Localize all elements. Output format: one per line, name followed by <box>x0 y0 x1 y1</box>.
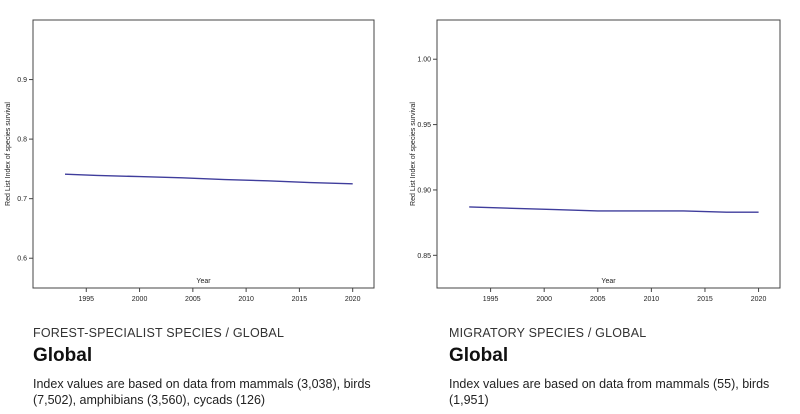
x-axis-label: Year <box>196 278 211 285</box>
y-tick-label: 0.8 <box>17 137 27 144</box>
series-line <box>64 173 353 185</box>
x-tick-label: 2000 <box>536 296 552 303</box>
data-source-note: Index values are based on data from mamm… <box>33 377 371 407</box>
x-tick-label: 1995 <box>483 296 499 303</box>
y-tick-label: 1.00 <box>417 57 431 64</box>
x-tick-label: 2015 <box>292 296 308 303</box>
y-tick-label: 0.6 <box>17 256 27 263</box>
y-tick-label: 0.9 <box>17 77 27 84</box>
y-tick-label: 0.90 <box>417 187 431 194</box>
x-tick-label: 2010 <box>644 296 660 303</box>
y-tick-label: 0.7 <box>17 196 27 203</box>
x-tick-label: 2005 <box>590 296 606 303</box>
panel-subheading: FOREST-SPECIALIST SPECIES / GLOBAL <box>33 326 285 340</box>
x-tick-label: 2020 <box>345 296 361 303</box>
y-axis-label: Red List Index of species survival <box>5 102 12 206</box>
plot-frame <box>32 19 375 289</box>
forest-specialist-panel: 1995 2000 2005 2010 2015 2020 0.6 0.7 0.8 0.9 Year… <box>5 19 375 407</box>
x-axis-label: Year <box>601 278 616 285</box>
x-tick-label: 2000 <box>132 296 148 303</box>
x-tick-label: 2010 <box>238 296 254 303</box>
y-tick-label: 0.95 <box>417 122 431 129</box>
migratory-chart: 1995 2000 2005 2010 2015 2020 0.85 0.90 0.95 1.00… <box>410 19 781 303</box>
panel-title: Global <box>33 345 93 366</box>
plot-frame <box>436 19 781 289</box>
x-tick-label: 2005 <box>185 296 201 303</box>
forest-specialist-chart: 1995 2000 2005 2010 2015 2020 0.6 0.7 0.8 0.9 Year… <box>5 19 375 303</box>
y-tick-label: 0.85 <box>417 253 431 260</box>
panel-subheading: MIGRATORY SPECIES / GLOBAL <box>449 326 647 340</box>
data-source-note: Index values are based on data from mamm… <box>449 377 770 407</box>
series-line <box>469 206 759 213</box>
panel-title: Global <box>449 345 509 366</box>
y-axis-label: Red List Index of species survival <box>410 102 417 206</box>
migratory-panel: 1995 2000 2005 2010 2015 2020 0.85 0.90 0.95 1.00… <box>405 0 800 414</box>
x-tick-label: 2020 <box>751 296 767 303</box>
x-tick-label: 2015 <box>697 296 713 303</box>
x-tick-label: 1995 <box>78 296 94 303</box>
